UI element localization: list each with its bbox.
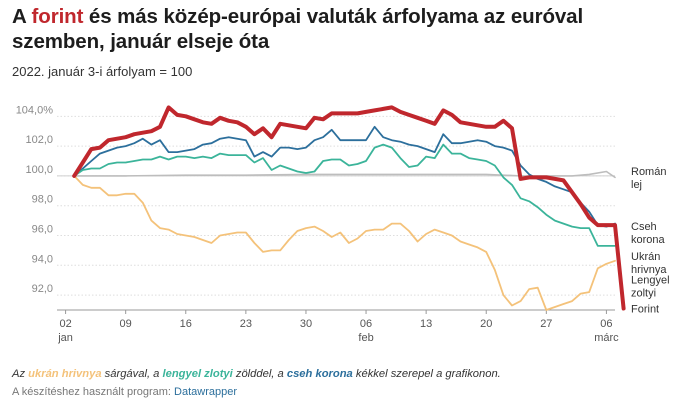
x-tick-sublabel: márc (594, 332, 619, 344)
series-label-czk: korona (631, 234, 666, 246)
series-line-forint (72, 105, 626, 311)
x-tick-label: 09 (120, 318, 132, 330)
x-tick-sublabel: jan (57, 332, 73, 344)
series-label-ron: Román (631, 166, 666, 178)
series-line-ron (73, 170, 616, 179)
series-label-czk: Cseh (631, 221, 657, 233)
datawrapper-link[interactable]: Datawrapper (174, 386, 238, 398)
note-uah: ukrán hrivnya (28, 368, 102, 380)
x-tick-label: 06 (600, 318, 612, 330)
x-tick-sublabel: feb (358, 332, 373, 344)
note-czk: cseh korona (286, 368, 353, 380)
series-label-forint: Forint (631, 304, 659, 316)
y-tick-label: 94,0 (32, 253, 53, 265)
credit-line: A készítéshez használt program: Datawrap… (12, 386, 238, 398)
series-lines (72, 105, 626, 311)
note-pln: lengyel zlotyi (162, 368, 233, 380)
y-tick-label: 102,0 (25, 134, 53, 146)
x-tick-label: 27 (540, 318, 552, 330)
x-tick-label: 06 (360, 318, 372, 330)
x-tick-label: 16 (180, 318, 192, 330)
series-label-uah: Ukrán (631, 251, 660, 263)
x-tick-label: 23 (240, 318, 252, 330)
title-forint-highlight: forint (31, 5, 84, 28)
chart-title: A forint és más közép-európai valuták ár… (12, 5, 584, 53)
series-line-uah (73, 175, 616, 311)
series-label-pln: Lengyel (631, 275, 670, 287)
series-label-uah: hrivnya (631, 264, 667, 276)
series-line-pln (73, 143, 616, 247)
series-label-ron: lej (631, 179, 642, 191)
y-tick-label: 100,0 (25, 164, 53, 176)
grid-lines (57, 115, 615, 311)
y-tick-label: 92,0 (32, 283, 53, 295)
series-line-czk (73, 125, 616, 228)
x-tick-label: 20 (480, 318, 492, 330)
y-tick-label: 96,0 (32, 224, 53, 236)
chart-subtitle: 2022. január 3-i árfolyam = 100 (12, 64, 193, 79)
series-label-pln: zoltyi (631, 288, 656, 300)
y-axis-ticks: 92,0 94,0 96,0 98,0 100,0 102,0 104,0% (16, 104, 54, 295)
x-tick-label: 30 (300, 318, 312, 330)
y-tick-label: 98,0 (32, 194, 53, 206)
x-axis-ticks: 02 jan 09 16 23 30 06 feb 13 20 27 06 márc (57, 310, 619, 344)
chart-note: Az ukrán hrivnya sárgával, a lengyel zlo… (12, 368, 501, 380)
x-tick-label: 13 (420, 318, 432, 330)
y-tick-label: 104,0% (16, 104, 54, 116)
x-tick-label: 02 (59, 318, 71, 330)
